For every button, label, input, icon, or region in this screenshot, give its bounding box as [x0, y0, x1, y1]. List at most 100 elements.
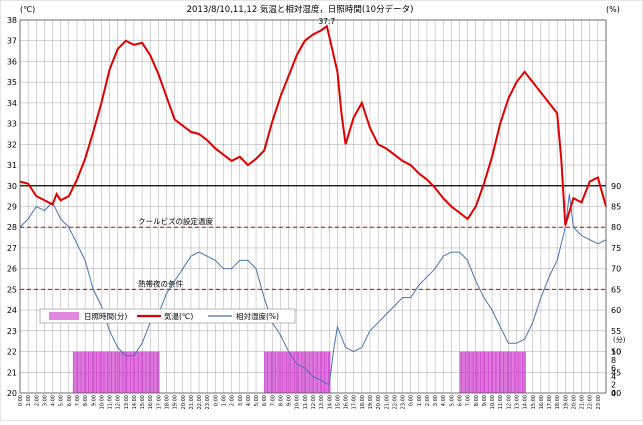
sunshine-bar: [302, 351, 304, 393]
legend-humidity-label: 相対湿度(%): [236, 311, 279, 321]
sunshine-bar: [323, 351, 326, 393]
sunshine-bar: [460, 351, 463, 393]
x-tick: 18:00: [360, 395, 366, 409]
sunshine-bar: [493, 351, 495, 393]
x-tick: 11:00: [108, 395, 114, 409]
sunshine-bar: [284, 351, 286, 393]
sunshine-bar: [289, 351, 292, 393]
sunshine-bar: [273, 351, 275, 393]
x-tick: 15:00: [335, 395, 341, 409]
sunshine-bar: [306, 351, 308, 393]
sunshine-bar: [78, 351, 80, 393]
x-tick: 10:00: [295, 395, 301, 409]
sunshine-bar: [82, 351, 84, 393]
axes: 2021222324252627282930313233343536373840…: [7, 16, 621, 409]
sunshine-bar: [294, 351, 296, 393]
x-tick: 23:00: [205, 395, 211, 409]
x-tick: 4:00: [246, 395, 252, 406]
x-tick: 14:00: [523, 395, 529, 409]
x-tick: 18:00: [165, 395, 171, 409]
sunshine-bar: [101, 351, 103, 393]
sunshine-bar: [317, 351, 319, 393]
sunshine-bar: [483, 351, 486, 393]
sunshine-bar: [75, 351, 77, 393]
sunshine-bar: [139, 351, 141, 393]
y-tick-left: 21: [7, 368, 17, 377]
sunshine-bar: [131, 351, 133, 393]
sunshine-bar: [506, 351, 509, 393]
sunshine-bar: [110, 351, 113, 393]
x-tick: 8:00: [83, 395, 89, 406]
sunshine-bar: [327, 351, 330, 393]
sunshine-bar: [283, 351, 285, 393]
x-tick: 7:00: [75, 395, 81, 406]
humidity-line: [19, 194, 607, 386]
sunshine-bar: [100, 351, 102, 393]
sunshine-bar: [285, 351, 288, 393]
y-tick-left: 33: [7, 120, 17, 129]
sunshine-bar: [157, 351, 159, 393]
x-tick: 20:00: [181, 395, 187, 409]
sunshine-bar: [102, 351, 104, 393]
sunshine-bar: [147, 351, 149, 393]
x-tick: 9:00: [482, 395, 488, 406]
sunshine-bar: [116, 351, 118, 393]
y-tick-left: 24: [7, 306, 17, 315]
x-tick: 0:00: [18, 395, 24, 406]
sunshine-bar: [322, 351, 324, 393]
legend-box: [39, 308, 296, 324]
sunshine-bar: [108, 351, 110, 393]
x-tick: 2:00: [230, 395, 236, 406]
x-tick: 14:00: [327, 395, 333, 409]
sunshine-bar: [109, 351, 111, 393]
reference-line-label: クールビズの設定温度: [138, 216, 213, 226]
x-tick: 12:00: [506, 395, 512, 409]
sunshine-bar: [275, 351, 277, 393]
sunshine-bar: [508, 351, 510, 393]
sunshine-bar: [79, 351, 81, 393]
sunshine-bars: [72, 351, 526, 393]
x-tick: 22:00: [588, 395, 594, 409]
sunshine-bar: [513, 351, 515, 393]
sunshine-bar: [474, 351, 476, 393]
x-tick: 10:00: [490, 395, 496, 409]
x-tick: 23:00: [401, 395, 407, 409]
x-tick: 3:00: [433, 395, 439, 406]
x-tick: 8:00: [278, 395, 284, 406]
y-tick-sun: 2: [611, 381, 616, 390]
y-tick-right: 70: [611, 265, 621, 274]
sunshine-bar: [89, 351, 91, 393]
x-tick: 8:00: [474, 395, 480, 406]
x-tick: 16:00: [148, 395, 154, 409]
sunshine-bar: [292, 351, 294, 393]
y-tick-left: 23: [7, 327, 17, 336]
sunshine-bar: [91, 351, 94, 393]
sunshine-bar: [287, 351, 289, 393]
y-tick-left: 22: [7, 348, 17, 357]
sunshine-bar: [321, 351, 323, 393]
sunshine-bar: [304, 351, 307, 393]
sunshine-bar: [128, 351, 130, 393]
x-tick: 19:00: [563, 395, 569, 409]
sunshine-bar: [154, 351, 156, 393]
sunshine-bar: [142, 351, 144, 393]
temperature-line: [19, 24, 607, 226]
y-tick-left: 35: [7, 78, 17, 87]
x-tick: 17:00: [156, 395, 162, 409]
y-tick-left: 38: [7, 16, 17, 25]
y-tick-right: 85: [611, 203, 621, 212]
sunshine-bar: [135, 351, 137, 393]
sunshine-bar: [81, 351, 83, 393]
sunshine-bar: [519, 351, 521, 393]
sunshine-bar: [489, 351, 491, 393]
reference-line-label: 熱帯夜の条件: [138, 278, 183, 288]
sunshine-bar: [313, 351, 315, 393]
sunshine-bar: [520, 351, 522, 393]
y-tick-left: 25: [7, 285, 17, 294]
x-tick: 3:00: [42, 395, 48, 406]
sunshine-bar: [478, 351, 480, 393]
x-tick: 1:00: [417, 395, 423, 406]
sunshine-bar: [459, 351, 461, 393]
sunshine-bar: [270, 351, 273, 393]
sunshine-bar: [319, 351, 321, 393]
